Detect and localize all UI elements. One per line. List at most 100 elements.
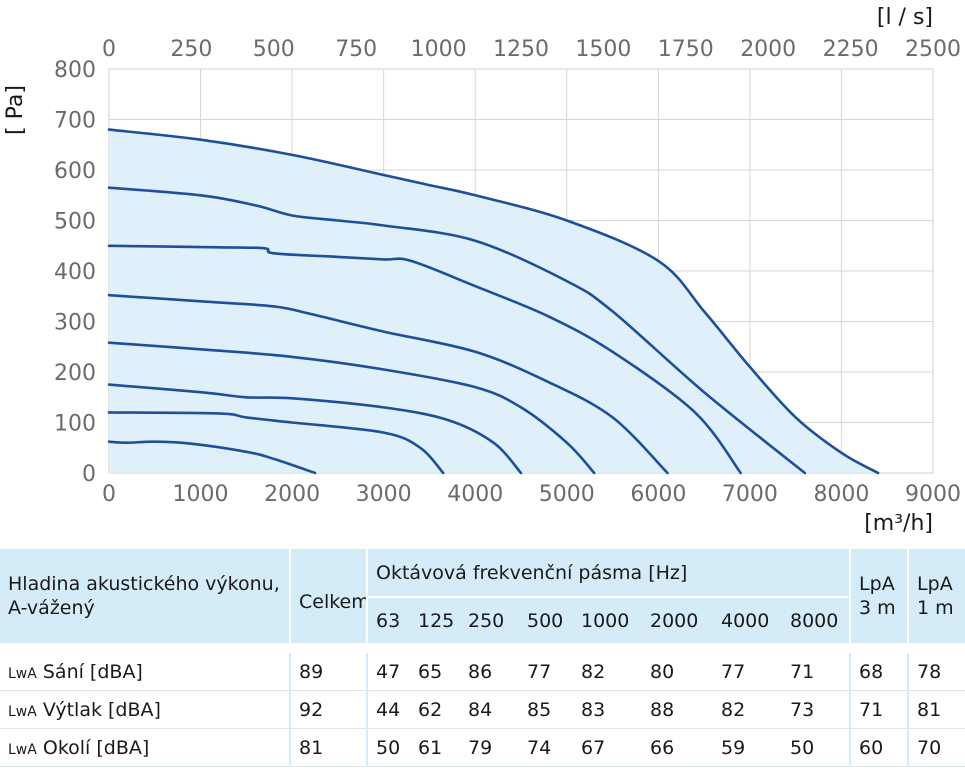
row-label: LwA Sání [dBA] (0, 653, 290, 691)
row-total: 89 (289, 653, 367, 691)
header-lpa1: LpA 1 m (907, 549, 965, 643)
header-label: Hladina akustického výkonu, A-vážený (8, 573, 280, 619)
table-row: LwA Sání [dBA] 89 47 65 86 77 82 80 77 71 68 78 (0, 653, 965, 691)
table-body: LwA Sání [dBA] 89 47 65 86 77 82 80 77 71 68 78 LwA … (0, 653, 965, 767)
row-band-value: 77 (519, 653, 573, 691)
x-tick-label-top: 1500 (575, 37, 631, 62)
table-row: LwA Okolí [dBA] 81 50 61 79 74 67 66 59 50 60 70 (0, 728, 965, 767)
band-header: 125 (410, 596, 460, 643)
row-band-value: 50 (782, 728, 851, 767)
row-band-value: 82 (713, 690, 782, 729)
row-band-value: 88 (642, 690, 713, 729)
row-label: LwA Výtlak [dBA] (0, 690, 290, 729)
x-tick-label-top: 2000 (740, 37, 796, 62)
row-band-value: 50 (366, 728, 410, 767)
row-total: 92 (289, 690, 367, 729)
top-axis-unit: [l / s] (877, 5, 933, 30)
y-tick-label: 500 (54, 210, 96, 235)
row-band-value: 83 (573, 690, 642, 729)
x-tick-label-bottom: 5000 (539, 482, 595, 507)
table-row: LwA Výtlak [dBA] 92 44 62 84 85 83 88 82 73 71 81 (0, 690, 965, 729)
band-header: 63 (366, 596, 410, 643)
row-label-text: Výtlak [dBA] (36, 698, 161, 721)
fan-curve (107, 341, 596, 475)
x-tick-label-bottom: 8000 (813, 482, 869, 507)
x-tick-label-top: 2500 (905, 37, 961, 62)
x-tick-label-top: 250 (170, 37, 212, 62)
y-tick-label: 300 (54, 311, 96, 336)
row-prefix: LwA (8, 703, 37, 720)
operating-area-fill (109, 129, 879, 473)
y-tick-label: 400 (54, 260, 96, 285)
table-header-row: Hladina akustického výkonu, A-vážený Cel… (0, 549, 965, 643)
row-band-value: 80 (642, 653, 713, 691)
x-tick-label-top: 2250 (823, 37, 879, 62)
row-label-text: Sání [dBA] (36, 660, 143, 683)
y-tick-label: 700 (54, 109, 96, 134)
row-band-value: 82 (573, 653, 642, 691)
row-lpa3: 71 (849, 690, 909, 729)
band-header: 8000 (782, 596, 851, 643)
header-total: Celkem (289, 549, 367, 643)
x-tick-label-top: 500 (253, 37, 295, 62)
band-header: 250 (460, 596, 519, 643)
x-tick-label-top: 0 (102, 37, 116, 62)
row-band-value: 77 (713, 653, 782, 691)
row-lpa1: 70 (907, 728, 965, 767)
row-band-value: 74 (519, 728, 573, 767)
row-band-value: 47 (366, 653, 410, 691)
row-band-value: 62 (410, 690, 460, 729)
row-band-value: 85 (519, 690, 573, 729)
row-band-value: 73 (782, 690, 851, 729)
y-axis-unit: [ Pa] (3, 85, 28, 135)
row-band-value: 79 (460, 728, 519, 767)
row-band-value: 59 (713, 728, 782, 767)
row-label: LwA Okolí [dBA] (0, 728, 290, 767)
fan-curve (107, 440, 317, 475)
x-tick-label-bottom: 3000 (356, 482, 412, 507)
fan-curve (107, 186, 807, 475)
row-band-value: 65 (410, 653, 460, 691)
band-header: 2000 (642, 596, 713, 643)
row-total: 81 (289, 728, 367, 767)
fan-curve (107, 244, 742, 475)
x-tick-label-bottom: 4000 (447, 482, 503, 507)
y-tick-label: 100 (54, 412, 96, 437)
x-tick-label-bottom: 0 (102, 482, 116, 507)
row-band-value: 86 (460, 653, 519, 691)
y-tick-label: 800 (54, 58, 96, 83)
band-header: 4000 (713, 596, 782, 643)
fan-curve (107, 293, 669, 475)
header-bands-title: Oktávová frekvenční pásma [Hz] (365, 549, 851, 597)
x-tick-label-top: 1750 (658, 37, 714, 62)
fan-curve (107, 411, 445, 475)
row-band-value: 84 (460, 690, 519, 729)
curves-group (107, 128, 880, 475)
x-tick-label-top: 750 (335, 37, 377, 62)
row-prefix: LwA (8, 665, 37, 682)
x-tick-label-top: 1000 (411, 37, 467, 62)
header-lpa3: LpA 3 m (849, 549, 909, 643)
x-tick-label-bottom: 9000 (905, 482, 961, 507)
row-label-text: Okolí [dBA] (36, 736, 150, 759)
fan-curve (107, 128, 880, 475)
y-tick-label: 200 (54, 361, 96, 386)
row-lpa1: 78 (907, 653, 965, 691)
row-lpa3: 60 (849, 728, 909, 767)
bottom-axis-unit: [m³/h] (864, 511, 933, 536)
x-tick-label-top: 1250 (493, 37, 549, 62)
x-tick-label-bottom: 7000 (722, 482, 778, 507)
row-band-value: 61 (410, 728, 460, 767)
x-tick-label-bottom: 1000 (173, 482, 229, 507)
band-header: 1000 (573, 596, 642, 643)
x-tick-label-bottom: 2000 (264, 482, 320, 507)
y-tick-label: 0 (82, 462, 96, 487)
fan-curve (107, 383, 523, 475)
row-band-value: 44 (366, 690, 410, 729)
band-header: 500 (519, 596, 573, 643)
x-tick-label-bottom: 6000 (630, 482, 686, 507)
row-lpa1: 81 (907, 690, 965, 729)
y-tick-label: 600 (54, 159, 96, 184)
